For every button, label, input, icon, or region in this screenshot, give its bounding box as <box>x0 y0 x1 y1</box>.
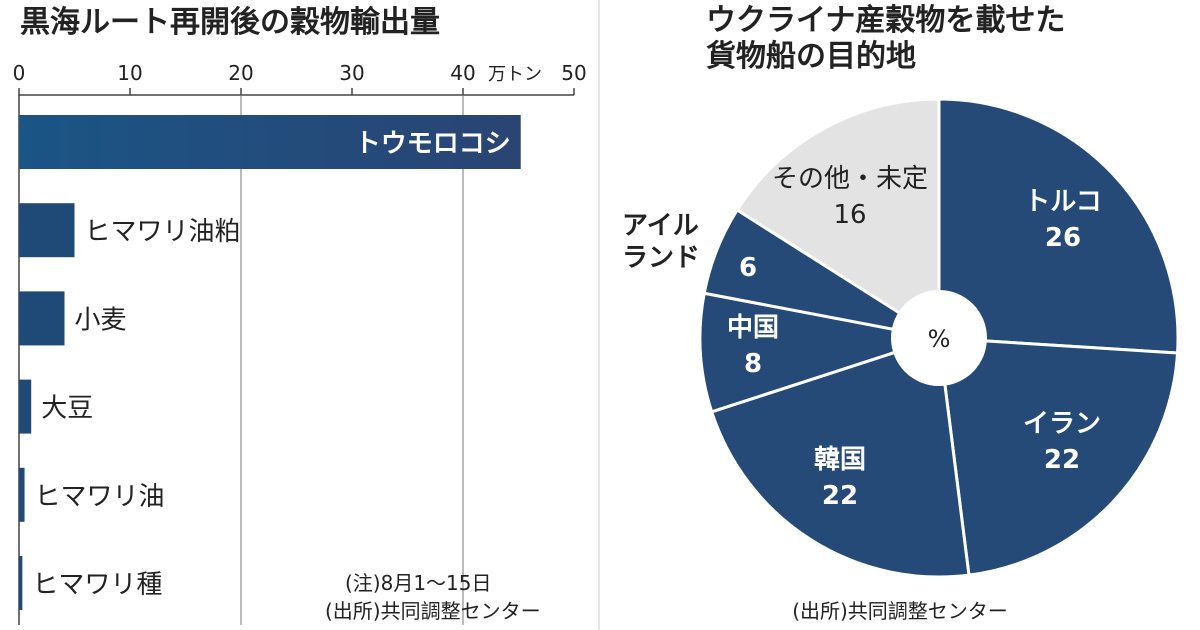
bar-4 <box>19 467 25 522</box>
panel-divider <box>598 0 600 630</box>
pie-value: 16 <box>833 200 866 230</box>
bar-label: ヒマワリ油 <box>35 482 165 512</box>
bar-chart-title: 黒海ルート再開後の穀物輸出量 <box>20 5 440 40</box>
bar-label: ヒマワリ種 <box>32 570 162 600</box>
x-tick-label: 0 <box>13 61 26 85</box>
pie-label: トルコ <box>1024 187 1101 217</box>
x-tick-label: 50 <box>561 61 586 85</box>
x-tick-label: 40 <box>450 61 475 85</box>
pie-chart-title: ウクライナ産穀物を載せた <box>706 3 1065 38</box>
pie-value: 22 <box>822 481 858 511</box>
pie-value: 6 <box>739 253 757 283</box>
pie-slice-0 <box>937 97 1180 355</box>
pie-label: 韓国 <box>814 445 866 475</box>
pie-outside-label: ランド <box>622 243 700 273</box>
pie-center-label: % <box>928 325 951 353</box>
pie-label: 中国 <box>727 313 779 343</box>
pie-value: 22 <box>1044 445 1080 475</box>
pie-slice-1 <box>937 336 1180 577</box>
bar-source: (出所)共同調整センター <box>325 599 541 623</box>
pie-label: その他・未定 <box>772 164 928 194</box>
pie-label: イラン <box>1023 409 1101 439</box>
x-tick-label: 10 <box>117 61 142 85</box>
bar-2 <box>19 291 65 346</box>
bar-3 <box>19 379 32 434</box>
pie-chart-title: 貨物船の目的地 <box>706 39 916 74</box>
bar-label: 小麦 <box>75 305 127 335</box>
x-tick-label: 30 <box>339 61 364 85</box>
pie-value: 8 <box>744 349 762 379</box>
pie-slice-5 <box>735 97 941 341</box>
bar-note: (注)8月1～15日 <box>345 571 492 595</box>
pie-outside-label: アイル <box>622 211 699 241</box>
bar-1 <box>19 203 75 258</box>
pie-center-hole <box>891 290 987 386</box>
pie-source: (出所)共同調整センター <box>792 599 1008 623</box>
bar-5 <box>19 556 23 610</box>
pie-slice-3 <box>698 291 940 414</box>
bar-0 <box>19 115 521 169</box>
pie-value: 26 <box>1045 223 1081 253</box>
unit-label: 万トン <box>488 64 542 85</box>
pie-slice-2 <box>709 336 971 579</box>
bar-label: ヒマワリ油粕 <box>85 217 241 247</box>
bar-label: トウモロコシ <box>355 129 511 159</box>
x-tick-label: 20 <box>228 61 253 85</box>
bar-label: 大豆 <box>41 394 93 424</box>
